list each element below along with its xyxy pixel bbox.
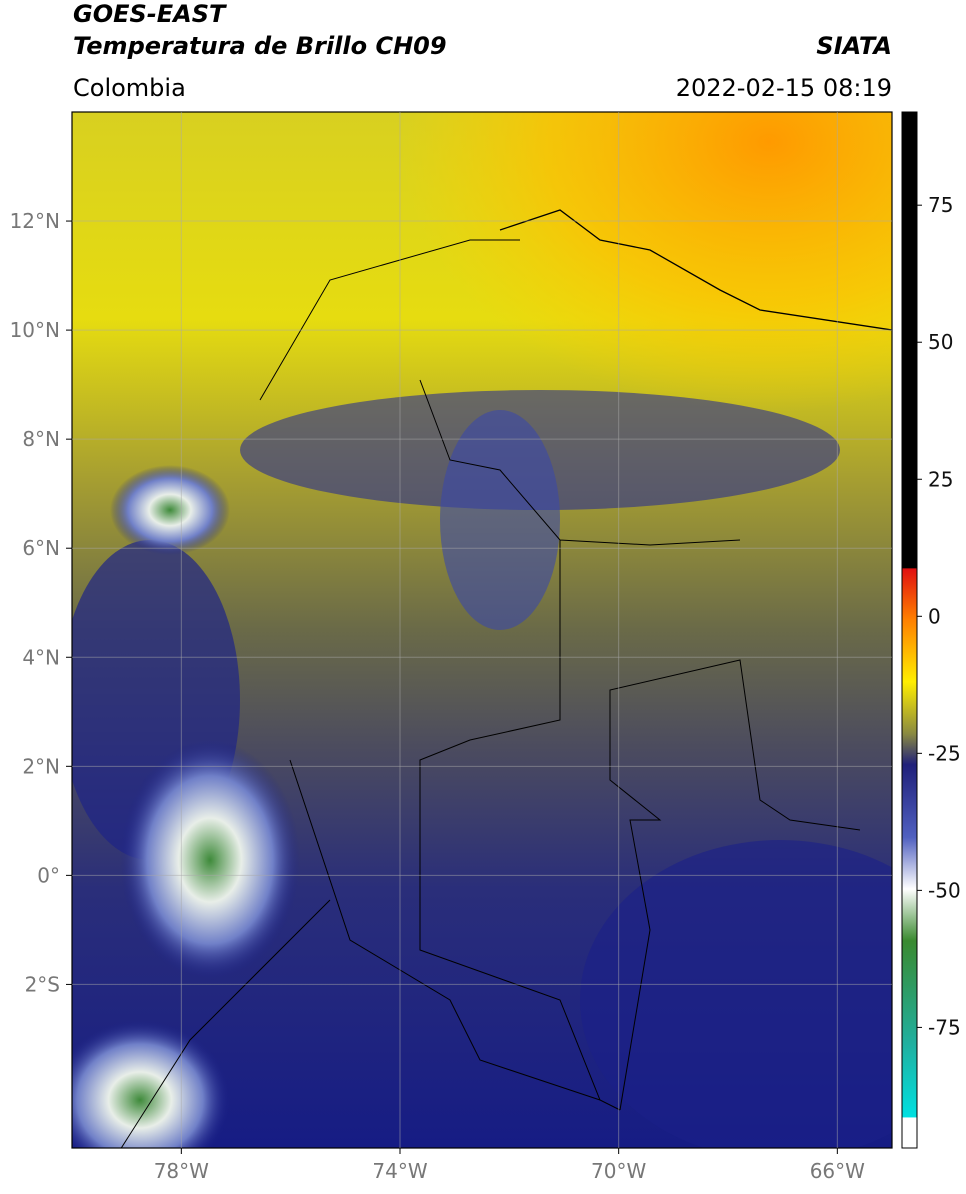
y-tick-label: 0° [37,863,60,887]
y-tick-label: 10°N [10,318,60,342]
y-tick-label: 8°N [22,427,60,451]
y-tick-label: 6°N [22,536,60,560]
colorbar [901,111,918,1149]
colorbar-tick-label: 50 [928,330,953,354]
satellite-image [72,112,892,1148]
timestamp: 2022-02-15 08:19 [676,74,892,102]
x-tick-label: 74°W [372,1159,427,1183]
colorbar-tick-label: -75 [928,1015,961,1039]
colorbar-tick-label: 75 [928,193,953,217]
y-tick-label: 2°S [25,972,60,996]
colorbar-tick-label: 0 [928,604,941,628]
y-tick-label: 4°N [22,645,60,669]
map-frame [71,111,893,1149]
colorbar-tick-label: 25 [928,467,953,491]
subtitle: Temperatura de Brillo CH09 [73,32,447,60]
source: SIATA [816,32,892,60]
x-tick-label: 70°W [591,1159,646,1183]
title: GOES-EAST [73,0,227,28]
x-tick-label: 78°W [154,1159,209,1183]
colorbar-tick-label: -50 [928,878,961,902]
y-tick-label: 2°N [22,754,60,778]
y-tick-label: 12°N [10,209,60,233]
region: Colombia [73,74,186,102]
x-tick-label: 66°W [810,1159,865,1183]
colorbar-tick-label: -25 [928,741,961,765]
